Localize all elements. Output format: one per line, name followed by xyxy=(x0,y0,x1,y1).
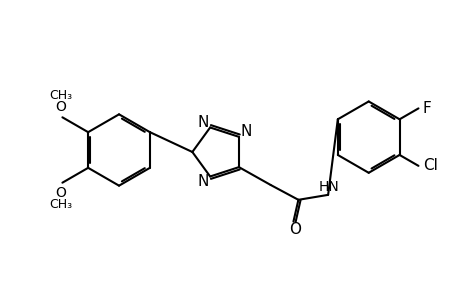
Text: O: O xyxy=(55,186,66,200)
Text: O: O xyxy=(289,222,301,237)
Text: O: O xyxy=(55,100,66,114)
Text: HN: HN xyxy=(318,180,339,194)
Text: CH₃: CH₃ xyxy=(49,198,72,211)
Text: F: F xyxy=(421,101,430,116)
Text: N: N xyxy=(240,124,251,140)
Text: Cl: Cl xyxy=(422,158,437,173)
Text: N: N xyxy=(197,115,208,130)
Text: CH₃: CH₃ xyxy=(49,89,72,102)
Text: N: N xyxy=(197,174,208,189)
